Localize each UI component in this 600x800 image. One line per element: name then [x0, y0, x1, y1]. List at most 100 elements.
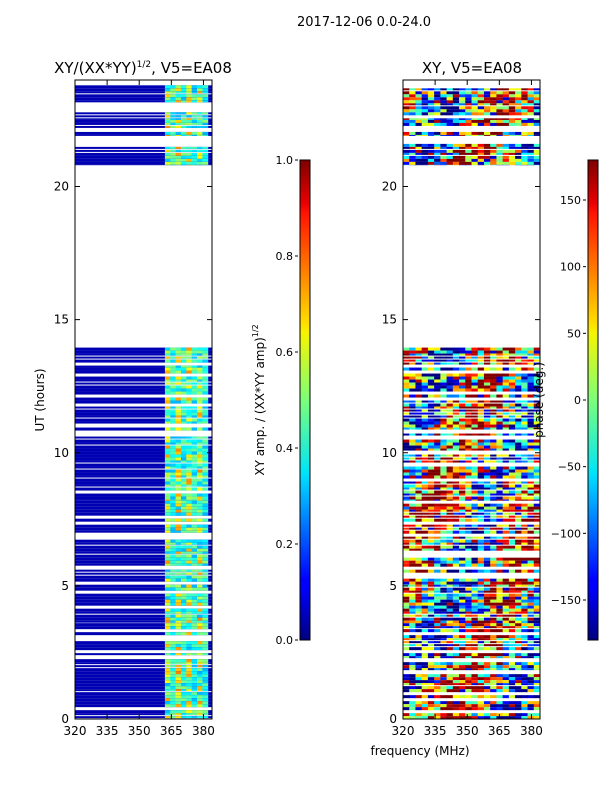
- phase-cell: [508, 656, 516, 659]
- amp-cell: [197, 593, 203, 597]
- phase-cell: [446, 469, 454, 473]
- amp-cell: [202, 445, 209, 449]
- phase-cell: [459, 557, 466, 561]
- amp-cell: [202, 131, 209, 135]
- phase-cell: [477, 472, 485, 476]
- amp-cell: [186, 469, 193, 473]
- phase-cell: [521, 359, 529, 362]
- phase-cell: [403, 509, 410, 512]
- phase-cell: [403, 373, 410, 377]
- phase-cell: [502, 653, 510, 657]
- phase-cell: [490, 587, 497, 591]
- phase-cell: [502, 686, 510, 690]
- phase-cell: [403, 503, 410, 507]
- amp-cell: [175, 587, 182, 591]
- amp-cell: [197, 466, 203, 469]
- phase-cell: [465, 350, 472, 354]
- amp-cell: [197, 644, 203, 648]
- phase-cell: [440, 94, 448, 98]
- phase-cell: [477, 97, 485, 101]
- phase-cell: [434, 503, 441, 507]
- amp-cell: [197, 379, 203, 382]
- phase-cell: [508, 122, 516, 126]
- phase-cell: [496, 454, 504, 457]
- phase-cell: [533, 388, 541, 392]
- phase-cell: [452, 122, 460, 126]
- phase-cell: [434, 674, 441, 678]
- phase-cell: [490, 146, 497, 149]
- amp-cell: [191, 560, 198, 564]
- amp-cell: [202, 388, 209, 392]
- amp-cell: [186, 551, 193, 554]
- phase-cell: [465, 385, 472, 389]
- phase-cell: [427, 134, 435, 136]
- phase-cell: [502, 158, 510, 162]
- phase-cell: [515, 91, 522, 95]
- amp-row: [75, 503, 212, 507]
- phase-cell: [477, 490, 485, 494]
- amp-cell: [197, 353, 203, 356]
- phase-cell: [421, 629, 429, 633]
- amp-cell: [186, 134, 193, 136]
- phase-cell: [490, 512, 497, 515]
- amp-cell: [175, 641, 182, 645]
- amp-cell: [170, 671, 177, 675]
- phase-cell: [421, 379, 429, 383]
- phase-cell: [490, 716, 497, 719]
- phase-cell: [521, 578, 529, 582]
- amp-cell: [202, 620, 209, 623]
- phase-cell: [452, 367, 460, 371]
- phase-cell: [446, 530, 454, 534]
- phase-cell: [490, 376, 497, 380]
- phase-cell: [515, 644, 522, 647]
- amp-row: [75, 557, 212, 561]
- phase-cell: [409, 152, 416, 155]
- phase-cell: [459, 152, 466, 155]
- phase-cell: [496, 499, 504, 501]
- amp-cell: [191, 587, 198, 591]
- phase-cell: [459, 620, 466, 624]
- phase-cell: [502, 155, 510, 159]
- amp-cell: [170, 397, 177, 401]
- phase-cell: [403, 569, 410, 573]
- phase-cell: [440, 460, 448, 463]
- amp-cell: [164, 382, 171, 385]
- phase-cell: [446, 122, 454, 126]
- phase-cell: [502, 350, 510, 354]
- x-tick-label: 320: [64, 724, 87, 738]
- phase-cell: [533, 481, 541, 484]
- phase-cell: [527, 493, 535, 496]
- phase-cell: [415, 499, 423, 501]
- phase-cell: [483, 578, 491, 582]
- phase-cell: [490, 614, 497, 617]
- phase-cell: [415, 503, 423, 507]
- amp-cell: [175, 506, 182, 510]
- amp-cell: [180, 91, 187, 94]
- amp-cell: [186, 695, 193, 699]
- phase-cell: [415, 418, 423, 422]
- phase-cell: [403, 602, 410, 606]
- phase-cell: [483, 656, 491, 659]
- phase-cell: [533, 548, 541, 551]
- amp-cell: [191, 385, 198, 389]
- phase-cell: [471, 415, 479, 418]
- phase-cell: [471, 683, 479, 686]
- amp-cell: [202, 448, 209, 452]
- phase-cell: [427, 647, 435, 651]
- amp-cell: [164, 119, 171, 123]
- phase-cell: [465, 376, 472, 380]
- phase-cell: [452, 112, 460, 116]
- phase-cell: [477, 569, 485, 573]
- phase-cell: [427, 112, 435, 116]
- phase-cell: [471, 515, 479, 518]
- phase-cell: [427, 484, 435, 488]
- phase-cell: [515, 487, 522, 490]
- phase-cell: [515, 418, 522, 422]
- phase-cell: [502, 560, 510, 564]
- phase-cell: [465, 490, 472, 494]
- phase-cell: [446, 367, 454, 371]
- phase-cell: [508, 569, 516, 573]
- phase-cell: [527, 475, 535, 479]
- phase-cell: [440, 617, 448, 621]
- phase-cell: [427, 518, 435, 522]
